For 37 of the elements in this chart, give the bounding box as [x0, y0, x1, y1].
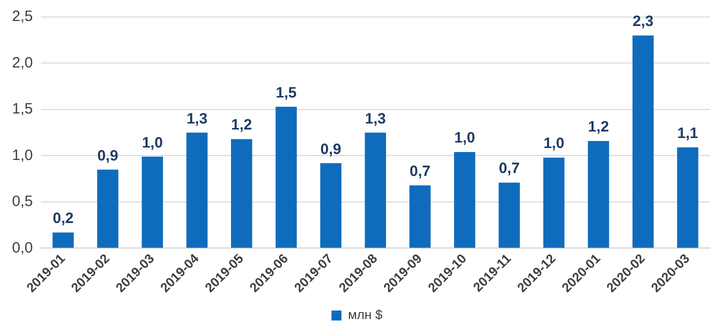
y-tick-label: 2,0: [12, 54, 33, 72]
bar: [632, 36, 654, 248]
y-tick-label: 1,0: [12, 146, 33, 164]
bar: [52, 232, 74, 248]
data-label: 1,0: [142, 134, 163, 152]
data-label: 1,5: [276, 84, 297, 102]
bar: [142, 156, 163, 248]
data-label: 0,9: [320, 140, 342, 158]
data-label: 1,2: [588, 118, 609, 136]
data-label: 1,3: [364, 110, 386, 128]
bar: [498, 182, 520, 248]
y-tick-label: 2,5: [12, 8, 33, 26]
data-label: 1,2: [231, 116, 252, 134]
bar: [320, 163, 342, 248]
data-label: 0,7: [410, 162, 430, 180]
bar: [186, 132, 208, 248]
bar: [588, 140, 610, 248]
legend-label: млн $: [348, 307, 384, 322]
bar: [409, 185, 431, 248]
data-label: 1,3: [186, 110, 208, 128]
data-label: 0,9: [97, 147, 118, 164]
y-tick-label: 1,5: [12, 100, 33, 118]
data-label: 1,1: [677, 125, 698, 142]
bar: [454, 152, 476, 248]
data-label: 2,3: [632, 13, 654, 30]
bar: [231, 139, 252, 248]
y-tick-label: 0,5: [12, 193, 33, 210]
data-label: 1,0: [454, 130, 476, 147]
y-tick-label: 0,0: [12, 239, 33, 256]
bar: [276, 106, 297, 248]
bar: [677, 147, 698, 248]
bar: [543, 158, 564, 248]
bar: [97, 170, 118, 248]
data-label: 1,0: [543, 135, 564, 152]
bar: [364, 132, 386, 248]
data-label: 0,2: [52, 210, 74, 228]
data-label: 0,7: [498, 160, 520, 178]
